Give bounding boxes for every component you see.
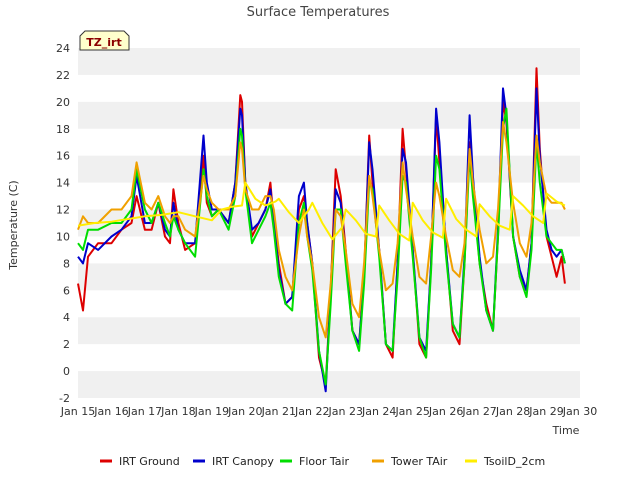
y-tick-label: 24 <box>56 42 70 55</box>
legend-label: Floor Tair <box>299 455 350 468</box>
x-tick-label: Jan 21 <box>261 405 296 418</box>
y-tick-label: 10 <box>56 230 70 243</box>
x-tick-label: Jan 29 <box>528 405 563 418</box>
grid-band <box>78 155 580 183</box>
tag-box: TZ_irt <box>79 30 130 51</box>
y-tick-label: 4 <box>63 311 70 324</box>
x-tick-label: Jan 22 <box>294 405 329 418</box>
y-tick-label: 8 <box>63 257 70 270</box>
x-tick-label: Jan 17 <box>127 405 162 418</box>
y-tick-label: 0 <box>63 365 70 378</box>
x-tick-label: Jan 23 <box>328 405 363 418</box>
legend-label: IRT Ground <box>119 455 180 468</box>
grid-band <box>78 371 580 398</box>
x-tick-label: Jan 16 <box>93 405 128 418</box>
chart-title: Surface Temperatures <box>247 5 390 20</box>
x-tick-label: Jan 27 <box>461 405 496 418</box>
y-tick-label: 14 <box>56 177 70 190</box>
legend-label: IRT Canopy <box>212 455 274 468</box>
y-tick-label: 2 <box>63 338 70 351</box>
legend-label: Tower TAir <box>390 455 448 468</box>
x-tick-label: Jan 19 <box>194 405 229 418</box>
y-tick-label: 18 <box>56 123 70 136</box>
x-tick-label: Jan 18 <box>160 405 195 418</box>
series-lines <box>77 67 566 393</box>
tag-box-shape <box>79 30 130 51</box>
tag-label: TZ_irt <box>86 36 121 49</box>
y-axis-label: Temperature (C) <box>7 180 20 270</box>
x-tick-label: Jan 15 <box>60 405 95 418</box>
x-tick-label: Jan 25 <box>394 405 429 418</box>
y-tick-label: 16 <box>56 150 70 163</box>
x-axis-label: Time <box>552 424 580 437</box>
x-axis-ticks: Jan 15 Jan 16 Jan 17 Jan 18 Jan 19 Jan 20 Jan … <box>60 405 597 418</box>
y-tick-label: 22 <box>56 69 70 82</box>
series-line-4 <box>77 121 566 339</box>
series-line-5 <box>77 181 566 242</box>
grid-band <box>78 101 580 129</box>
y-tick-label: 6 <box>63 284 70 297</box>
x-tick-label: Jan 20 <box>227 405 262 418</box>
grid-band <box>78 48 580 75</box>
y-tick-label: -2 <box>59 392 70 405</box>
x-tick-label: Jan 28 <box>495 405 530 418</box>
x-tick-label: Jan 30 <box>562 405 597 418</box>
series-line-3 <box>77 107 566 386</box>
grid-band <box>78 263 580 291</box>
y-tick-label: 12 <box>56 204 70 217</box>
legend: IRT Ground IRT Canopy Floor Tair Tower TAir… <box>100 455 545 468</box>
y-tick-label: 20 <box>56 96 70 109</box>
legend-label: TsoilD_2cm <box>483 455 545 468</box>
x-tick-label: Jan 26 <box>428 405 463 418</box>
x-tick-label: Jan 24 <box>361 405 396 418</box>
